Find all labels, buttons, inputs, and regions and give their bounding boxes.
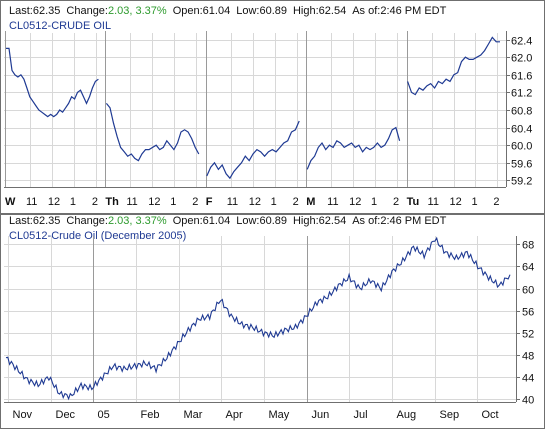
price-line-history	[5, 236, 511, 401]
x-tick-label: 12	[148, 196, 160, 208]
x-tick-label: Feb	[141, 409, 160, 421]
y-tick-label: 60.8	[511, 106, 532, 118]
low-value: 60.89	[259, 5, 287, 17]
price-line-Th	[105, 103, 200, 162]
x-tick-label: 2	[92, 196, 98, 208]
x-tick-label: 11	[227, 196, 238, 208]
y-tick-label: 64	[522, 262, 534, 274]
y-tick-label: 40	[522, 395, 534, 407]
x-tick-label: Mar	[184, 409, 203, 421]
y-tick-label: 61.2	[511, 88, 532, 100]
change-value: 2.03, 3.37%	[107, 5, 167, 17]
x-tick-label: Dec	[56, 409, 76, 421]
x-tick-label: 2	[493, 196, 499, 208]
y-tick-label: 68	[522, 240, 534, 252]
x-tick-label: 1	[371, 196, 377, 208]
x-tick-label: F	[206, 196, 213, 208]
asof-value: 2:46 PM EDT	[380, 215, 447, 227]
asof-label: As of:	[352, 5, 381, 17]
open-label: Open:	[172, 5, 203, 17]
y-tick-label: 52	[522, 329, 534, 341]
y-tick-label: 44	[522, 373, 534, 385]
price-line-W	[6, 47, 99, 118]
y-tick-label: 61.6	[511, 71, 532, 83]
x-tick-label: 12	[249, 196, 261, 208]
x-tick-label: 11	[327, 196, 338, 208]
quote-header-bottom: Last:62.35 Change:2.03, 3.37% Open:61.04 Lo…	[9, 215, 446, 227]
y-tick-label: 60.4	[511, 124, 532, 136]
open-value: 61.04	[202, 215, 231, 227]
x-tick-label: Aug	[397, 409, 417, 421]
x-tick-label: 1	[170, 196, 176, 208]
y-tick-label: 62.0	[511, 53, 532, 65]
x-tick-label: Jun	[312, 409, 330, 421]
symbol-label-bottom: CL0512-Crude Oil (December 2005)	[9, 230, 187, 242]
x-tick-label: M	[306, 196, 315, 208]
x-tick-label: 12	[48, 196, 60, 208]
asof-label: As of:	[352, 215, 381, 227]
open-value: 61.04	[202, 5, 231, 17]
history-panel: Last:62.35 Change:2.03, 3.37% Open:61.04 Lo…	[0, 214, 545, 429]
x-tick-label: 05	[98, 409, 110, 421]
x-tick-label: Jul	[354, 409, 368, 421]
panel-border	[0, 0, 545, 214]
high-label: High:	[292, 5, 319, 17]
high-value: 62.54	[318, 5, 347, 17]
y-tick-label: 59.2	[511, 176, 532, 188]
intraday-chart: 59.259.660.060.460.861.261.662.062.4W 11 1…	[0, 0, 545, 214]
symbol-label-top: CL0512-CRUDE OIL	[9, 20, 112, 32]
asof-value: 2:46 PM EDT	[380, 5, 447, 17]
x-tick-label: May	[269, 409, 290, 421]
low-label: Low:	[236, 5, 260, 17]
last-label: Last:	[9, 5, 33, 17]
x-tick-label: Oct	[482, 409, 499, 421]
x-tick-label: Apr	[226, 409, 243, 421]
price-line-Tu	[407, 36, 500, 96]
panel-border	[0, 214, 545, 429]
y-tick-label: 56	[522, 307, 534, 319]
y-tick-label: 62.4	[511, 36, 532, 48]
x-tick-label: Sep	[440, 409, 460, 421]
intraday-panel: Last:62.35 Change:2.03, 3.37% Open:61.04 Lo…	[0, 0, 545, 214]
y-tick-label: 48	[522, 351, 534, 363]
high-value: 62.54	[318, 215, 347, 227]
x-tick-label: 1	[471, 196, 477, 208]
x-tick-label: Th	[105, 196, 119, 208]
x-tick-label: 12	[349, 196, 361, 208]
x-tick-label: 11	[26, 196, 37, 208]
price-line-M	[306, 126, 401, 170]
x-tick-label: 11	[428, 196, 439, 208]
y-tick-label: 60	[522, 285, 534, 297]
last-value: 62.35	[32, 215, 61, 227]
x-tick-label: 11	[126, 196, 137, 208]
x-tick-label: 12	[450, 196, 462, 208]
x-tick-label: 2	[192, 196, 198, 208]
low-value: 60.89	[259, 215, 287, 227]
x-tick-label: Tu	[407, 196, 420, 208]
x-tick-label: W	[5, 196, 16, 208]
history-chart: 40 44 48 52 56 60 64 68 Nov Dec 05 Feb Mar Apr May Jun J…	[0, 214, 545, 429]
y-tick-label: 59.6	[511, 159, 532, 171]
x-tick-label: 1	[70, 196, 76, 208]
change-value: 2.03, 3.37%	[107, 215, 167, 227]
x-tick-label: Nov	[13, 409, 33, 421]
change-label: Change:	[66, 5, 108, 17]
x-tick-label: 2	[293, 196, 299, 208]
change-label: Change:	[66, 215, 108, 227]
x-tick-label: 1	[271, 196, 277, 208]
high-label: High:	[292, 215, 319, 227]
open-label: Open:	[172, 215, 203, 227]
low-label: Low:	[236, 215, 260, 227]
y-tick-label: 60.0	[511, 141, 532, 153]
last-label: Last:	[9, 215, 33, 227]
last-value: 62.35	[32, 5, 61, 17]
x-tick-label: 2	[393, 196, 399, 208]
price-line-F	[206, 120, 300, 180]
quote-header-top: Last:62.35 Change:2.03, 3.37% Open:61.04 Lo…	[9, 5, 446, 17]
